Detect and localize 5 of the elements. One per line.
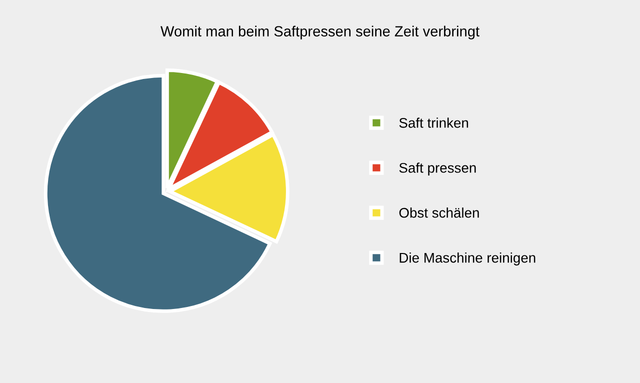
legend-label: Obst schälen (399, 208, 479, 218)
legend-label: Die Maschine reinigen (400, 252, 536, 266)
chart-title: Womit man beim Saftpressen seine Zeit verbringt (160, 26, 480, 40)
legend-label: Saft trinken (399, 118, 468, 128)
legend-label: Saft pressen (399, 162, 476, 176)
